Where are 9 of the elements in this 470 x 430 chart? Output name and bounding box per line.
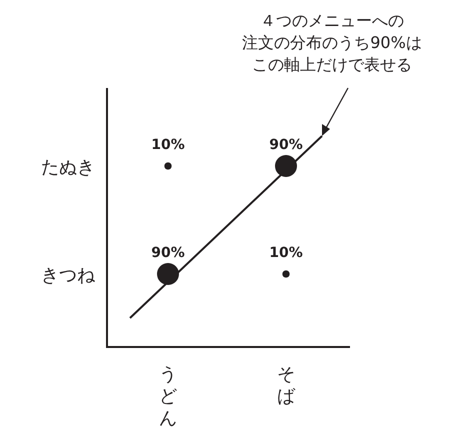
data-label: 10% [151,137,185,153]
data-label: 10% [269,245,303,261]
x-tick-label: そば [277,364,296,407]
data-label: 90% [269,137,303,153]
text: ４つのメニューへの注文の分布のうち90%はこの軸上だけで表せる [242,11,422,74]
y-tick-label: たぬき [41,157,95,178]
data-label: 90% [151,245,185,261]
x-tick-label: うどん [159,364,177,429]
y-tick-label: きつね [41,265,96,286]
